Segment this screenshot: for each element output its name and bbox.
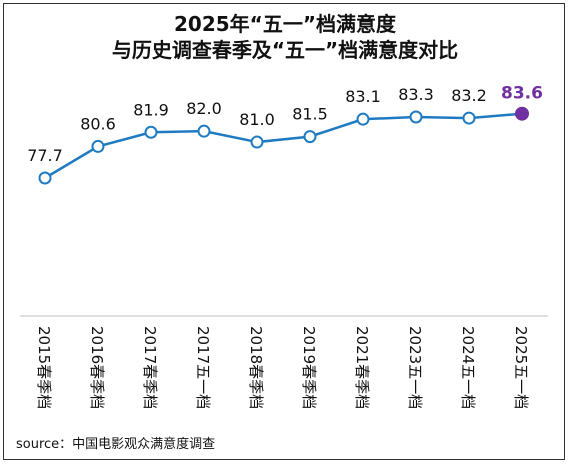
data-point — [250, 135, 264, 149]
data-label: 81.9 — [133, 100, 169, 119]
data-point — [462, 111, 476, 125]
x-tick-label: 2019春季档 — [300, 326, 318, 409]
data-label: 82.0 — [186, 99, 222, 118]
chart-title-line-1: 2025年“五一”档满意度 — [174, 12, 396, 36]
x-tick-label: 2023五一档 — [406, 326, 424, 409]
series-line — [44, 112, 523, 180]
data-label: 83.6 — [501, 84, 543, 104]
x-tick-label: 2017春季档 — [141, 326, 159, 409]
data-label: 80.6 — [80, 114, 116, 133]
x-tick-label: 2025五一档 — [512, 326, 530, 409]
data-point — [91, 139, 105, 153]
data-point — [197, 124, 211, 138]
data-point — [515, 106, 529, 121]
chart-title-line-2: 与历史调查春季及“五一”档满意度对比 — [111, 38, 459, 62]
chart-frame — [3, 3, 565, 460]
data-label: 81.5 — [292, 105, 328, 124]
data-point — [144, 125, 158, 139]
x-tick-label: 2024五一档 — [459, 326, 477, 409]
x-tick-label: 2015春季档 — [35, 326, 53, 409]
data-point — [356, 112, 370, 126]
data-label: 77.7 — [27, 146, 63, 165]
data-label: 83.3 — [398, 85, 434, 104]
data-point — [409, 110, 423, 124]
data-label: 81.0 — [239, 110, 275, 129]
x-tick-label: 2016春季档 — [88, 326, 106, 409]
x-tick-label: 2017五一档 — [194, 326, 212, 409]
data-point — [38, 171, 52, 185]
data-label: 83.2 — [451, 86, 487, 105]
x-tick-label: 2018春季档 — [247, 326, 265, 409]
source-note: source：中国电影观众满意度调查 — [16, 437, 216, 452]
x-tick-label: 2021春季档 — [353, 326, 371, 409]
data-label: 83.1 — [345, 87, 381, 106]
data-point — [303, 130, 317, 144]
